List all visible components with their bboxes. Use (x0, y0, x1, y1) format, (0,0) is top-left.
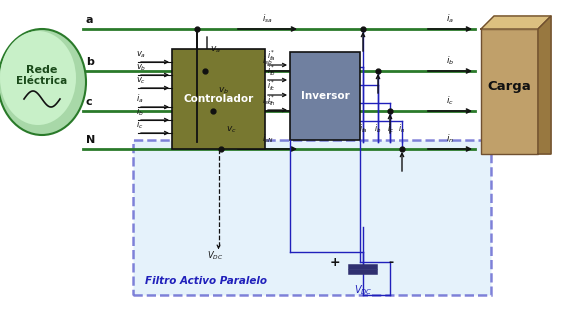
Polygon shape (538, 16, 551, 154)
Text: Eléctrica: Eléctrica (16, 76, 68, 86)
Text: $i^*_{fb}$: $i^*_{fb}$ (267, 63, 276, 78)
Text: $v_b$: $v_b$ (136, 62, 147, 73)
Text: $v_b$: $v_b$ (218, 86, 229, 96)
Text: Controlador: Controlador (183, 94, 254, 104)
Text: $v_c$: $v_c$ (136, 75, 146, 86)
Text: Filtro Activo Paralelo: Filtro Activo Paralelo (145, 276, 267, 286)
Text: $i_{sb}$: $i_{sb}$ (262, 55, 273, 67)
FancyBboxPatch shape (133, 140, 491, 295)
Text: $i_a$: $i_a$ (446, 12, 454, 25)
Text: $i_c$: $i_c$ (136, 119, 144, 131)
Text: c: c (86, 97, 93, 107)
Text: $i_{sa}$: $i_{sa}$ (262, 12, 273, 25)
Text: $i^*_{fc}$: $i^*_{fc}$ (267, 78, 276, 93)
Text: $i_b$: $i_b$ (446, 55, 454, 67)
Text: $i_{sc}$: $i_{sc}$ (262, 94, 273, 107)
Text: Inversor: Inversor (300, 91, 349, 101)
Text: $i^*_{fn}$: $i^*_{fn}$ (267, 93, 276, 108)
Bar (290, 52, 360, 140)
Text: $i_a$: $i_a$ (136, 93, 144, 105)
Text: $i_c$: $i_c$ (386, 122, 394, 135)
Bar (481, 29, 538, 154)
Text: +: + (329, 256, 340, 269)
Text: $i_n$: $i_n$ (446, 133, 454, 145)
Text: $i_n$: $i_n$ (398, 122, 406, 135)
Text: Carga: Carga (487, 80, 532, 93)
Text: b: b (86, 57, 94, 67)
Text: $V_{DC}$: $V_{DC}$ (354, 283, 372, 297)
Text: $v_a$: $v_a$ (136, 49, 146, 60)
Bar (172, 49, 265, 149)
Text: $v_c$: $v_c$ (226, 125, 237, 135)
Ellipse shape (0, 29, 86, 135)
Text: $i_{fa}$: $i_{fa}$ (358, 122, 367, 135)
Text: $v_a$: $v_a$ (210, 45, 221, 55)
Polygon shape (481, 16, 551, 29)
Text: $i_b$: $i_b$ (136, 106, 144, 118)
Text: N: N (86, 135, 95, 145)
Text: -: - (389, 256, 394, 269)
Text: $i^*_{fa}$: $i^*_{fa}$ (267, 48, 276, 63)
Text: a: a (86, 15, 94, 25)
Text: $i_{sN}$: $i_{sN}$ (262, 133, 273, 145)
Text: Rede: Rede (26, 65, 58, 75)
Text: $i_b$: $i_b$ (374, 122, 382, 135)
Text: $i_c$: $i_c$ (446, 94, 454, 107)
Ellipse shape (0, 31, 76, 125)
Text: $V_{DC}$: $V_{DC}$ (207, 249, 224, 262)
